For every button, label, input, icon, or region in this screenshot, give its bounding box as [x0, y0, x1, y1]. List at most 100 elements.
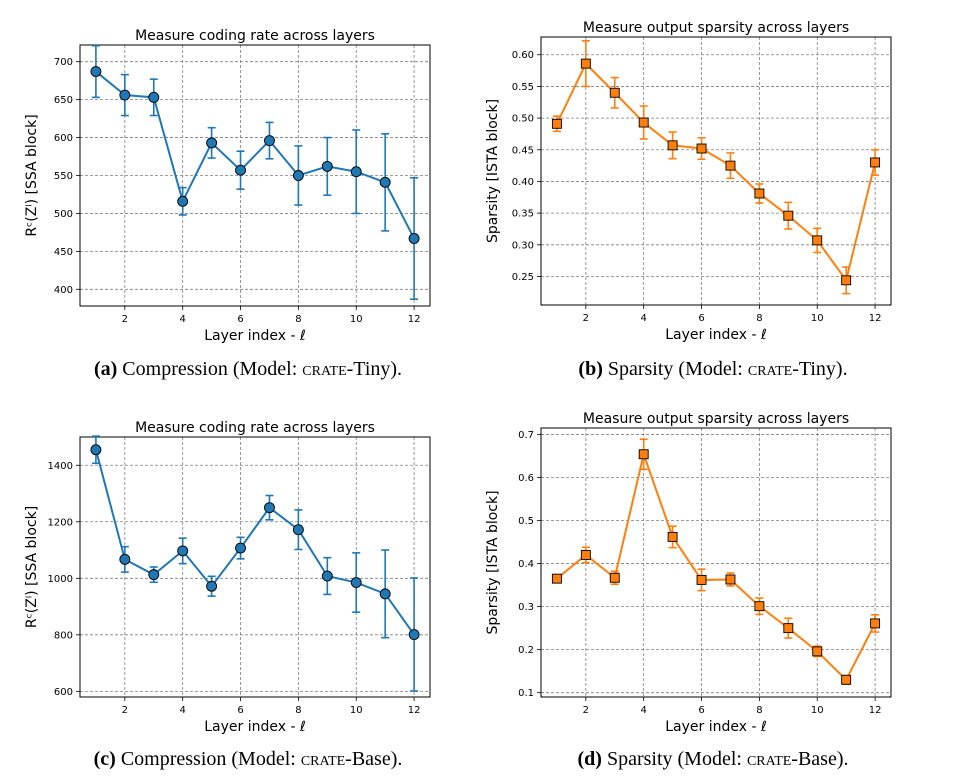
y-tick-label: 0.1 — [518, 688, 534, 699]
data-point — [754, 188, 765, 199]
chart-title: Measure coding rate across layers — [135, 28, 375, 44]
plot-frame — [79, 44, 431, 307]
data-point — [235, 542, 246, 554]
chart-title: Measure output sparsity across layers — [583, 411, 849, 427]
data-point — [667, 140, 678, 151]
data-point — [783, 210, 794, 221]
y-tick-label: 650 — [54, 95, 73, 106]
x-tick-label: 10 — [350, 705, 363, 716]
data-point — [350, 577, 362, 588]
data-point — [754, 601, 765, 612]
caption-text: Sparsity (Model: — [602, 358, 748, 380]
data-point — [379, 176, 391, 188]
x-tick-label: 4 — [179, 314, 185, 325]
x-tick-label: 12 — [869, 705, 882, 716]
x-tick-label: 2 — [583, 313, 589, 324]
data-point — [264, 135, 275, 147]
x-tick-label: 4 — [640, 705, 646, 716]
series-line — [556, 450, 876, 682]
caption-text: Compression (Model: — [115, 748, 301, 770]
x-tick-label: 8 — [295, 314, 301, 325]
data-point — [148, 569, 160, 581]
caption-model: crate — [746, 748, 792, 770]
x-tick-label: 10 — [811, 313, 824, 324]
caption-model: crate — [302, 358, 347, 380]
y-tick-label: 550 — [54, 171, 73, 182]
caption-suffix: -Base). — [791, 748, 849, 770]
data-point — [696, 143, 707, 154]
data-point — [870, 157, 881, 168]
data-point — [551, 573, 562, 584]
y-tick-label: 400 — [54, 285, 73, 296]
data-point — [551, 118, 562, 129]
y-tick-label: 700 — [54, 57, 73, 68]
data-point — [350, 166, 362, 178]
x-tick-label: 6 — [237, 705, 243, 716]
data-point — [609, 87, 620, 98]
data-point — [177, 195, 189, 207]
data-point — [725, 574, 736, 585]
caption-tag: (c) — [93, 748, 116, 770]
caption-tag: (d) — [577, 748, 602, 770]
y-tick-label: 800 — [54, 630, 73, 641]
chart-a-compression-tiny: 2 4 6 8 10 12 400 450 500 550 600 650 700 Measure cod… — [0, 0, 481, 350]
x-axis-label: Layer index - ℓ — [665, 719, 767, 735]
data-point — [609, 572, 620, 583]
data-point — [119, 553, 131, 565]
caption-suffix: -Base). — [345, 748, 403, 770]
caption-b: (b) Sparsity (Model: crate-Tiny). — [493, 358, 933, 381]
caption-suffix: -Tiny). — [792, 358, 848, 380]
series-line — [94, 449, 415, 636]
chart-svg: 2 4 6 8 10 12 0.1 0.2 0.3 0.4 0.5 0.6 0.7 Measure out… — [485, 411, 892, 735]
y-tick-label: 450 — [54, 247, 73, 258]
caption-suffix: -Tiny). — [346, 358, 403, 380]
x-tick-label: 6 — [698, 705, 704, 716]
y-tick-label: 0.45 — [512, 145, 534, 156]
x-tick-label: 6 — [237, 314, 243, 325]
x-axis-label: Layer index - ℓ — [204, 719, 306, 735]
data-point — [408, 233, 420, 244]
grid — [80, 437, 430, 697]
y-axis-label: Rᶜ(Zˡ) [SSA block] — [24, 114, 40, 236]
data-point — [379, 588, 391, 600]
x-tick-label: 12 — [408, 314, 421, 325]
y-tick-label: 0.50 — [512, 114, 534, 125]
caption-tag: (a) — [93, 358, 118, 380]
data-point — [177, 545, 189, 557]
y-tick-label: 0.5 — [518, 516, 534, 527]
x-tick-label: 8 — [295, 705, 301, 716]
data-point — [206, 580, 218, 592]
y-tick-label: 0.30 — [512, 240, 534, 251]
plot-frame — [79, 436, 431, 698]
data-point — [841, 674, 852, 685]
plot-frame — [540, 36, 892, 306]
y-tick-label: 0.55 — [512, 82, 534, 93]
grid — [541, 428, 891, 697]
x-tick-label: 12 — [408, 705, 421, 716]
grid — [541, 37, 891, 305]
data-point — [696, 574, 707, 585]
chart-svg: 2 4 6 8 10 12 600 800 1000 1200 1400 Measure coding… — [24, 420, 431, 735]
data-point — [321, 160, 333, 172]
caption-tag: (b) — [578, 358, 603, 380]
y-tick-label: 0.25 — [512, 272, 534, 283]
data-point — [235, 164, 246, 176]
data-point — [812, 235, 823, 246]
x-axis-label: Layer index - ℓ — [665, 327, 767, 343]
series-line — [556, 61, 877, 283]
y-tick-label: 0.7 — [518, 430, 534, 441]
caption-a: (a) Compression (Model: crate-Tiny). — [28, 358, 468, 381]
y-tick-label: 0.60 — [512, 50, 534, 61]
caption-model: crate — [300, 748, 346, 770]
y-tick-label: 1400 — [48, 461, 73, 472]
data-point — [321, 570, 333, 582]
data-point — [408, 629, 420, 640]
x-tick-label: 2 — [122, 705, 128, 716]
chart-svg: 2 4 6 8 10 12 0.25 0.30 0.35 0.40 0.45 0.50 0.55 0.60… — [485, 20, 892, 343]
y-axis-label: Rᶜ(Zˡ) [SSA block] — [24, 506, 40, 628]
caption-text: Sparsity (Model: — [601, 748, 747, 770]
y-tick-label: 0.3 — [518, 602, 534, 613]
x-tick-label: 4 — [179, 705, 185, 716]
chart-d-sparsity-base: 2 4 6 8 10 12 0.1 0.2 0.3 0.4 0.5 0.6 0.7 Measure out… — [481, 390, 963, 740]
data-point — [148, 91, 160, 103]
